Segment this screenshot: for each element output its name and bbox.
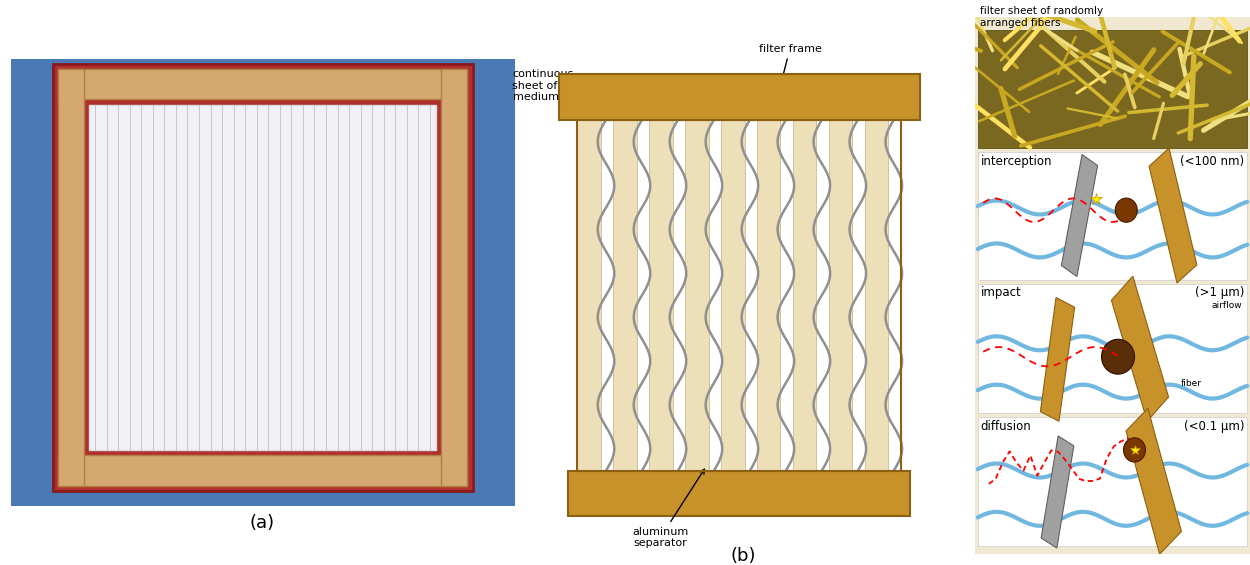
Text: (>1 μm): (>1 μm) — [1195, 286, 1245, 299]
Text: diffusion: diffusion — [980, 419, 1031, 433]
Text: impact: impact — [980, 286, 1021, 299]
Text: (a): (a) — [250, 514, 275, 532]
Text: filter frame: filter frame — [759, 44, 821, 80]
FancyBboxPatch shape — [975, 17, 1250, 554]
Ellipse shape — [1115, 198, 1138, 222]
FancyBboxPatch shape — [52, 64, 472, 491]
FancyBboxPatch shape — [568, 471, 910, 516]
FancyBboxPatch shape — [721, 120, 745, 471]
FancyBboxPatch shape — [58, 69, 468, 99]
Polygon shape — [1041, 436, 1074, 548]
Polygon shape — [1149, 148, 1198, 283]
FancyBboxPatch shape — [614, 120, 636, 471]
FancyBboxPatch shape — [58, 69, 84, 486]
FancyBboxPatch shape — [559, 74, 920, 120]
Polygon shape — [1111, 276, 1169, 421]
FancyBboxPatch shape — [978, 31, 1248, 149]
FancyBboxPatch shape — [578, 120, 601, 471]
FancyBboxPatch shape — [758, 120, 780, 471]
FancyBboxPatch shape — [978, 417, 1248, 546]
Text: interception: interception — [980, 155, 1052, 168]
Text: continuous
sheet of filter
medium: continuous sheet of filter medium — [512, 69, 610, 113]
FancyBboxPatch shape — [10, 59, 515, 506]
FancyBboxPatch shape — [89, 105, 436, 450]
FancyBboxPatch shape — [58, 455, 468, 486]
Ellipse shape — [1101, 339, 1135, 374]
FancyBboxPatch shape — [685, 120, 709, 471]
FancyBboxPatch shape — [865, 120, 889, 471]
FancyBboxPatch shape — [978, 152, 1248, 280]
FancyBboxPatch shape — [978, 284, 1248, 413]
Text: airflow: airflow — [1211, 301, 1241, 310]
FancyBboxPatch shape — [441, 69, 468, 486]
Text: (<100 nm): (<100 nm) — [1180, 155, 1245, 168]
Text: (b): (b) — [731, 547, 756, 565]
FancyBboxPatch shape — [649, 120, 672, 471]
Text: fiber: fiber — [1181, 379, 1202, 388]
Ellipse shape — [1124, 438, 1145, 462]
Text: (<0.1 μm): (<0.1 μm) — [1184, 419, 1245, 433]
Text: aluminum
separator: aluminum separator — [632, 469, 705, 548]
Polygon shape — [1126, 408, 1181, 554]
FancyBboxPatch shape — [792, 120, 816, 471]
Polygon shape — [1040, 298, 1075, 421]
Polygon shape — [1061, 155, 1098, 276]
Text: filter sheet of randomly
arranged fibers: filter sheet of randomly arranged fibers — [980, 6, 1104, 28]
FancyBboxPatch shape — [829, 120, 852, 471]
